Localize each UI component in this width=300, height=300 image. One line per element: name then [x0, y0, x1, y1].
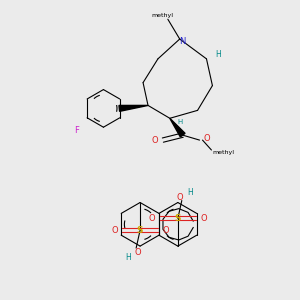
Text: H: H — [187, 188, 193, 197]
Text: O: O — [135, 248, 141, 256]
Text: N: N — [179, 37, 186, 46]
Text: S: S — [175, 214, 181, 223]
Text: O: O — [152, 136, 158, 145]
Text: O: O — [203, 134, 210, 142]
Text: O: O — [163, 226, 169, 235]
Text: O: O — [200, 214, 207, 223]
Polygon shape — [170, 118, 185, 137]
Text: H: H — [177, 119, 182, 125]
Text: O: O — [111, 226, 118, 235]
Text: O: O — [176, 193, 183, 202]
Text: F: F — [74, 126, 79, 135]
Text: methyl: methyl — [212, 151, 234, 155]
Text: methyl: methyl — [151, 13, 173, 18]
Text: S: S — [137, 226, 143, 235]
Text: O: O — [149, 214, 155, 223]
Text: H: H — [125, 253, 131, 262]
Text: H: H — [215, 50, 221, 59]
Polygon shape — [119, 105, 148, 111]
